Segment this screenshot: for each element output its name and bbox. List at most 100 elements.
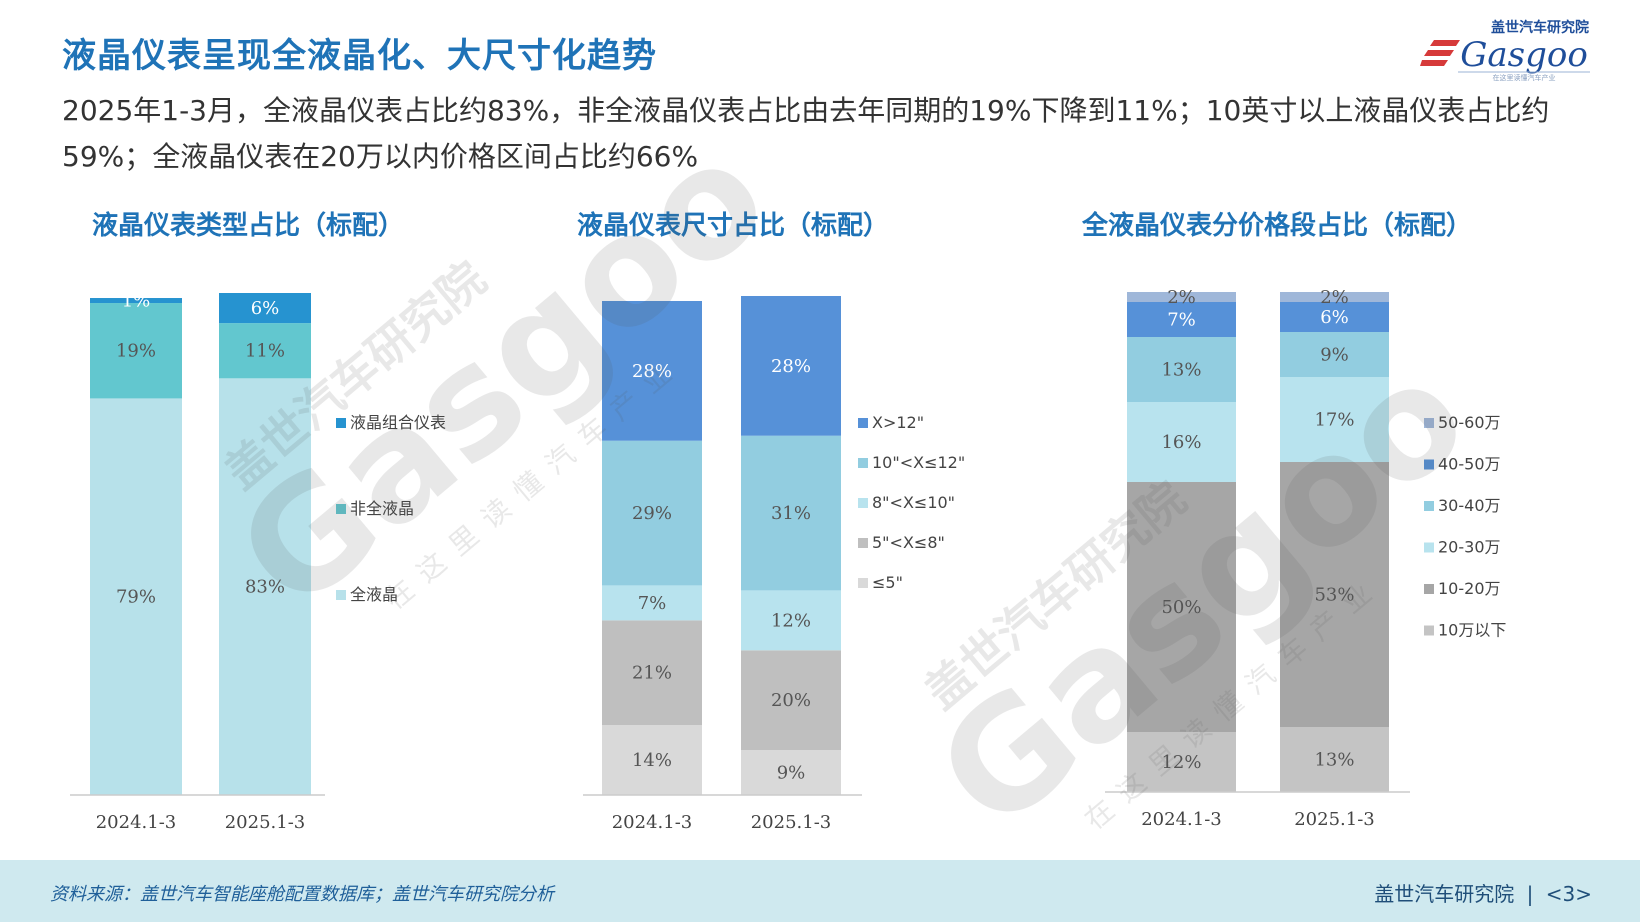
chart-2-legend-swatch xyxy=(858,458,868,468)
chart-2-data-label: 28% xyxy=(771,356,811,377)
chart-3-legend-label: 10-20万 xyxy=(1438,579,1501,598)
chart-3-bar-1-seg-3 xyxy=(1127,402,1236,482)
chart-1-bar-1-seg-2 xyxy=(90,303,182,399)
chart-2-data-label: 14% xyxy=(632,750,672,771)
chart-2-bar-2-seg-3 xyxy=(741,590,841,651)
chart-2-bar-1-seg-2 xyxy=(602,620,702,726)
chart-2-bar-1-seg-4 xyxy=(602,440,702,586)
stacked-bar-charts: 79% 19% 1% 2024.1-3 83% 11% 6% 2025.1-3 液晶组合仪表非全… xyxy=(70,287,1506,833)
chart-3-data-label: 7% xyxy=(1167,310,1196,331)
chart-3-legend-label: 40-50万 xyxy=(1438,455,1501,474)
logo-brand-en: Gasgoo xyxy=(1460,35,1588,75)
chart-1-data-label: 79% xyxy=(116,587,156,608)
page-title: 液晶仪表呈现全液晶化、大尺寸化趋势 xyxy=(62,36,657,76)
chart-1-legend-swatch xyxy=(336,590,346,600)
chart-1-bar-2-seg-2 xyxy=(219,323,311,379)
chart-3-legend-swatch xyxy=(1424,501,1434,511)
chart-1-legend-label: 非全液晶 xyxy=(350,499,414,518)
chart-2-data-label: 21% xyxy=(632,663,672,684)
chart-3-legend-label: 20-30万 xyxy=(1438,538,1501,557)
chart-3-legend-label: 30-40万 xyxy=(1438,496,1501,515)
chart-1-x-tick-label: 2024.1-3 xyxy=(96,812,177,833)
chart-2-legend-label: ≤5" xyxy=(872,573,903,592)
chart-2-data-label: 9% xyxy=(777,763,806,784)
chart-1-data-label: 19% xyxy=(116,341,156,362)
page-number: <3> xyxy=(1545,882,1592,906)
chart-3-bar-1-seg-5 xyxy=(1127,302,1236,337)
chart-3-data-label: 6% xyxy=(1320,307,1349,328)
chart-1-legend-swatch xyxy=(336,418,346,428)
chart-3-bar-2-seg-3 xyxy=(1280,377,1389,462)
chart-2-legend-swatch xyxy=(858,538,868,548)
chart-3-data-label: 2% xyxy=(1167,287,1196,308)
chart-3-bar-1-seg-2 xyxy=(1127,482,1236,732)
chart-1-legend-label: 全液晶 xyxy=(350,585,398,604)
chart-2-legend-label: 8"<X≤10" xyxy=(872,493,955,512)
chart-2-legend-label: X>12" xyxy=(872,413,924,432)
chart-3-data-label: 16% xyxy=(1161,432,1201,453)
chart-3-legend-swatch xyxy=(1424,584,1434,594)
chart-3-bar-2-seg-6 xyxy=(1280,292,1389,302)
chart-3-legend-label: 50-60万 xyxy=(1438,413,1501,432)
chart-1-bar-2-seg-1 xyxy=(219,378,311,795)
chart-3-x-tick-label: 2024.1-3 xyxy=(1141,809,1222,830)
gasgoo-logo: 盖世汽车研究院 Gasgoo 在这里读懂汽车产业 xyxy=(1420,19,1590,82)
chart-3-bar-2-seg-2 xyxy=(1280,462,1389,727)
chart-3-x-tick-label: 2025.1-3 xyxy=(1294,809,1375,830)
logo-tagline: 在这里读懂汽车产业 xyxy=(1493,73,1556,82)
chart-2-legend-swatch xyxy=(858,418,868,428)
chart-3-bar-1-seg-1 xyxy=(1127,732,1236,792)
chart-1-data-label: 11% xyxy=(245,341,285,362)
footer-bar: 资料来源：盖世汽车智能座舱配置数据库；盖世汽车研究院分析 盖世汽车研究院 | <… xyxy=(0,860,1640,922)
chart-2-x-tick-label: 2025.1-3 xyxy=(751,812,832,833)
chart-2-legend-label: 10"<X≤12" xyxy=(872,453,965,472)
page-subtitle: 2025年1-3月，全液晶仪表占比约83%，非全液晶仪表占比由去年同期的19%下… xyxy=(62,94,1550,173)
logo-brand-cn: 盖世汽车研究院 xyxy=(1491,19,1589,36)
chart-1-bar-1-seg-3 xyxy=(90,298,182,304)
chart-1-title: 液晶仪表类型占比（标配） xyxy=(92,211,405,241)
chart-3-legend-swatch xyxy=(1424,418,1434,428)
chart-2-bar-2-seg-2 xyxy=(741,650,841,751)
chart-3-data-label: 12% xyxy=(1161,752,1201,773)
chart-1-bar-2-seg-3 xyxy=(219,293,311,324)
chart-3-title: 全液晶仪表分价格段占比（标配） xyxy=(1082,211,1473,241)
chart-2-legend-swatch xyxy=(858,498,868,508)
chart-2-data-label: 12% xyxy=(771,610,811,631)
chart-1-data-label: 6% xyxy=(251,298,280,319)
data-source: 资料来源：盖世汽车智能座舱配置数据库；盖世汽车研究院分析 xyxy=(50,884,554,905)
footer-org: 盖世汽车研究院 xyxy=(1374,882,1515,906)
footer-separator: | xyxy=(1526,882,1534,906)
logo-mark-icon xyxy=(1420,40,1460,66)
chart-1-data-label: 1% xyxy=(122,291,151,312)
chart-3-legend-swatch xyxy=(1424,542,1434,553)
chart-3-legend-swatch xyxy=(1424,625,1434,636)
chart-2-bar-1-seg-3 xyxy=(602,585,702,621)
chart-3-bar-1-seg-4 xyxy=(1127,337,1236,402)
chart-2-x-tick-label: 2024.1-3 xyxy=(612,812,693,833)
chart-3-bar-1-seg-6 xyxy=(1127,292,1236,302)
chart-2-bar-1-seg-5 xyxy=(602,300,702,441)
chart-1-x-tick-label: 2025.1-3 xyxy=(225,812,306,833)
chart-2-bar-2-seg-1 xyxy=(741,750,841,795)
chart-1-data-label: 83% xyxy=(245,577,285,598)
chart-1-legend-label: 液晶组合仪表 xyxy=(350,413,446,432)
chart-2-data-label: 31% xyxy=(771,503,811,524)
chart-2-bar-2-seg-5 xyxy=(741,296,841,436)
chart-3-data-label: 9% xyxy=(1320,345,1349,366)
chart-3-legend-label: 10万以下 xyxy=(1438,621,1506,640)
chart-3-data-label: 13% xyxy=(1314,750,1354,771)
chart-3-bar-2-seg-5 xyxy=(1280,302,1389,332)
chart-3-data-label: 53% xyxy=(1314,585,1354,606)
chart-2-bar-2-seg-4 xyxy=(741,435,841,591)
chart-3-data-label: 13% xyxy=(1161,360,1201,381)
chart-2-data-label: 7% xyxy=(638,593,667,614)
chart-2-data-label: 20% xyxy=(771,690,811,711)
chart-2-data-label: 28% xyxy=(632,361,672,382)
chart-3-data-label: 50% xyxy=(1161,597,1201,618)
chart-3-legend-swatch xyxy=(1424,459,1434,470)
chart-3-data-label: 2% xyxy=(1320,287,1349,308)
chart-1-bar-1-seg-1 xyxy=(90,398,182,795)
chart-2-legend-label: 5"<X≤8" xyxy=(872,533,945,552)
chart-2-title: 液晶仪表尺寸占比（标配） xyxy=(577,211,890,241)
page-info: 盖世汽车研究院 | <3> xyxy=(1374,878,1592,907)
